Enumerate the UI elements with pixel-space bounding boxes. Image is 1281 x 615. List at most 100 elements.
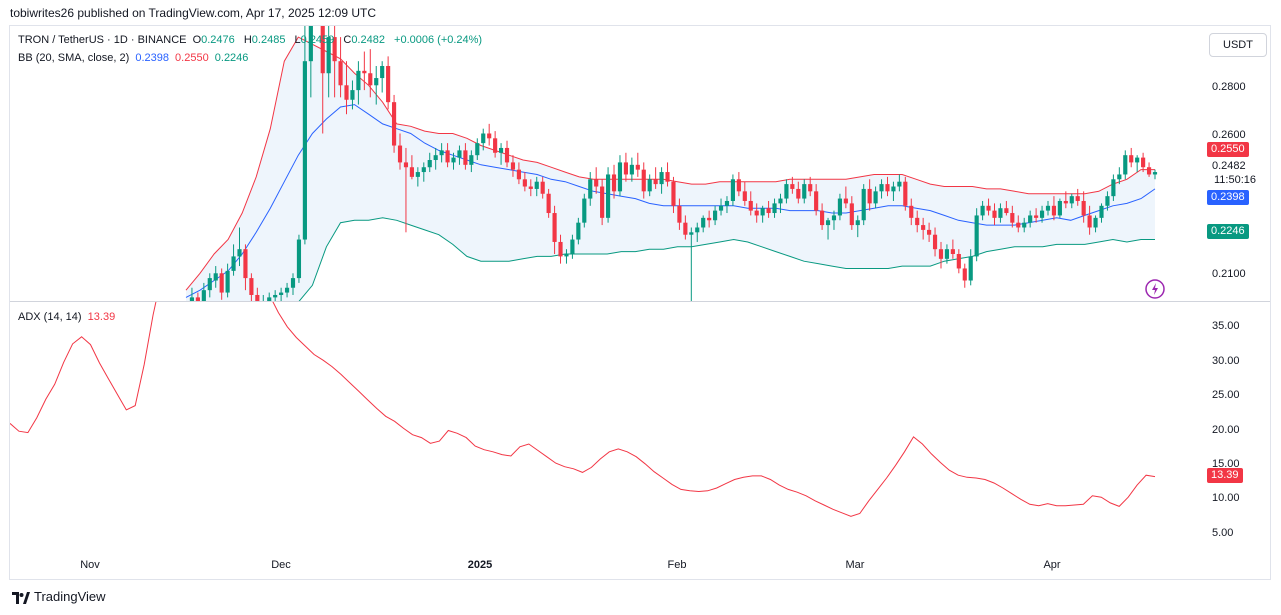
- candle-body: [344, 85, 349, 100]
- candle-body: [962, 268, 967, 281]
- candle-body: [421, 167, 426, 173]
- candle-body: [552, 213, 557, 242]
- candle-body: [504, 147, 510, 163]
- candle-body: [1028, 215, 1033, 223]
- adx-tick: 15.00: [1212, 458, 1240, 470]
- candle-body: [665, 172, 670, 182]
- candle-body: [350, 90, 355, 100]
- price-tick: 0.2100: [1212, 268, 1246, 280]
- close-value: 0.2482: [351, 34, 385, 46]
- candle-body: [1034, 215, 1039, 218]
- candle-body: [754, 210, 759, 216]
- flash-icon[interactable]: [1145, 279, 1165, 299]
- candle-body: [338, 61, 343, 86]
- price-tick: 0.2600: [1212, 129, 1246, 141]
- candle-body: [1069, 196, 1074, 204]
- candle-body: [534, 181, 539, 189]
- candle-body: [1016, 222, 1021, 228]
- candle-body: [380, 66, 385, 79]
- candle-body: [564, 254, 569, 257]
- adx-tick: 30.00: [1212, 355, 1240, 367]
- candle-body: [1022, 222, 1027, 228]
- candle-body: [1152, 172, 1158, 175]
- candle-body: [855, 220, 860, 226]
- candle-body: [742, 191, 747, 201]
- candle-body: [1099, 205, 1104, 218]
- change-value: +0.0006 (+0.24%): [394, 34, 483, 46]
- currency-button[interactable]: USDT: [1209, 33, 1267, 57]
- candle-body: [510, 162, 516, 170]
- candle-body: [861, 188, 866, 221]
- candle-body: [391, 102, 397, 146]
- candle-body: [1039, 210, 1045, 218]
- candle-body: [481, 133, 486, 144]
- candle-body: [1004, 208, 1009, 214]
- bb-lower-value: 0.2246: [214, 52, 249, 64]
- candle-body: [1087, 215, 1092, 228]
- candle-body: [558, 241, 563, 257]
- candle-body: [831, 215, 837, 221]
- candle-body: [600, 186, 605, 218]
- candle-body: [1075, 196, 1080, 201]
- candle-body: [457, 150, 462, 158]
- high-label: H: [243, 34, 252, 46]
- symbol-title[interactable]: TRON / TetherUS · 1D · BINANCE: [18, 34, 187, 46]
- candle-body: [594, 179, 599, 187]
- adx-label[interactable]: ADX (14, 14): [18, 311, 82, 323]
- candle-body: [320, 26, 325, 74]
- candle-body: [409, 167, 414, 177]
- last-price-label: 0.2482: [1212, 160, 1246, 172]
- bb-fill: [186, 37, 1155, 301]
- candle-body: [968, 256, 973, 281]
- candle-body: [820, 210, 825, 226]
- candle-body: [849, 203, 854, 226]
- tradingview-brand[interactable]: TradingView: [12, 589, 106, 604]
- candle-body: [308, 26, 313, 62]
- candle-body: [493, 138, 498, 153]
- time-label-mar: Mar: [845, 559, 865, 571]
- candle-body: [689, 232, 694, 235]
- time-label-feb: Feb: [667, 559, 687, 571]
- bb-upper-value: 0.2550: [175, 52, 209, 64]
- candle-body: [255, 294, 260, 301]
- candle-body: [332, 37, 337, 62]
- candle-body: [1081, 200, 1086, 216]
- candle-body: [469, 155, 474, 165]
- candle-body: [231, 256, 236, 271]
- candle-body: [540, 181, 545, 194]
- candle-body: [724, 200, 730, 206]
- candle-body: [213, 273, 218, 281]
- candle-body: [296, 239, 302, 279]
- candle-body: [986, 205, 991, 211]
- candle-body: [701, 217, 706, 228]
- candle-body: [1057, 200, 1062, 216]
- tradingview-logo-icon: [12, 592, 30, 604]
- candle-body: [362, 70, 367, 74]
- bb-upper-line: [185, 36, 1155, 291]
- candle-body: [938, 249, 944, 259]
- adx-tick: 25.00: [1212, 389, 1240, 401]
- candle-body: [475, 143, 480, 156]
- candle-body: [403, 162, 409, 168]
- candle-body: [273, 294, 278, 298]
- candle-body: [629, 164, 634, 175]
- candle-body: [944, 249, 950, 259]
- candle-body: [1051, 205, 1057, 216]
- candle-body: [707, 217, 712, 221]
- candle-body: [748, 200, 753, 211]
- bar-countdown: 11:50:16: [1214, 174, 1257, 186]
- bb-label[interactable]: BB (20, SMA, close, 2): [18, 52, 130, 64]
- candle-body: [386, 66, 391, 103]
- adx-tick: 20.00: [1212, 424, 1240, 436]
- candle-body: [374, 78, 379, 86]
- candle-body: [814, 191, 819, 211]
- candle-body: [974, 215, 979, 257]
- candle-body: [582, 198, 587, 223]
- candle-body: [302, 61, 307, 240]
- candle-body: [909, 205, 914, 218]
- candle-body: [623, 162, 628, 175]
- candle-body: [998, 208, 1003, 218]
- chart-frame: [9, 25, 1271, 580]
- candle-body: [463, 150, 468, 165]
